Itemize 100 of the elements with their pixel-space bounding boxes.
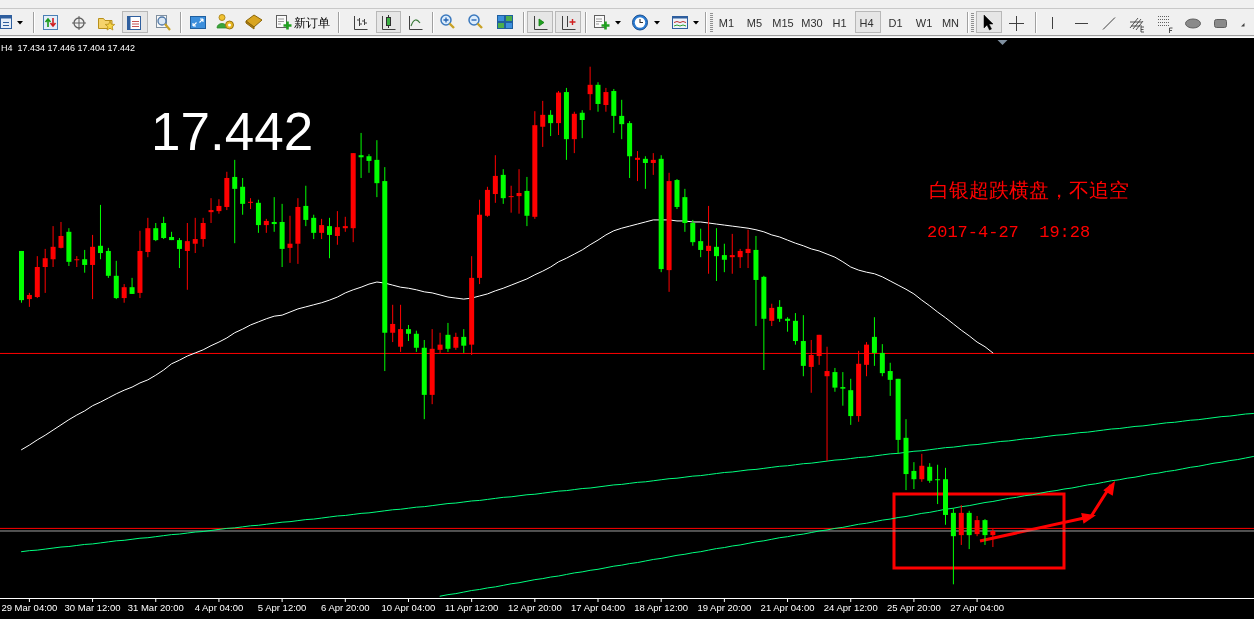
text: 新订单 [294, 16, 330, 30]
candlestick [129, 277, 135, 295]
candlestick [153, 222, 159, 242]
candlestick [927, 462, 933, 484]
text: M15 [772, 17, 794, 29]
candlestick [792, 312, 798, 346]
candlestick [255, 199, 261, 234]
x-tick-label: 17 Apr 04:00 [571, 601, 625, 613]
candlestick [516, 168, 522, 215]
candlestick [706, 205, 712, 275]
candlestick [50, 225, 56, 268]
candlestick [240, 177, 246, 216]
candlestick [200, 217, 206, 248]
candlestick [113, 260, 119, 300]
x-tick-label: 29 Mar 04:00 [1, 601, 58, 613]
candlestick [358, 132, 364, 179]
candlestick [887, 362, 893, 397]
x-tick-label: 10 Apr 04:00 [381, 601, 436, 613]
x-tick-label: 24 Apr 12:00 [823, 601, 878, 613]
candlestick [192, 217, 198, 254]
candlestick [208, 197, 214, 224]
candlestick [366, 153, 372, 174]
candlestick [176, 237, 182, 269]
candlestick [508, 185, 514, 214]
candlestick [721, 243, 727, 273]
x-tick-label: 18 Apr 12:00 [634, 601, 689, 613]
candlestick [90, 234, 96, 300]
candlestick [319, 218, 325, 240]
candlestick [500, 168, 506, 205]
text: M30 [801, 17, 823, 29]
x-tick-label: 11 Apr 12:00 [445, 601, 499, 613]
candlestick [374, 139, 380, 198]
candlestick [642, 155, 648, 190]
candlestick [461, 328, 467, 354]
candlestick [737, 248, 743, 269]
text: M1 [718, 17, 735, 29]
text: H4 [859, 17, 874, 29]
candlestick [303, 185, 309, 227]
candlestick [311, 214, 317, 240]
candlestick [548, 109, 554, 137]
candlestick [216, 198, 222, 215]
candlestick [42, 248, 48, 294]
x-tick-label: 30 Mar 12:00 [64, 601, 121, 613]
candlestick [97, 204, 103, 260]
x-tick-label: 12 Apr 20:00 [507, 601, 562, 613]
candlestick [745, 229, 751, 269]
x-tick-label: 5 Apr 12:00 [257, 601, 307, 613]
annotation: 2017-4-27 19:28 [927, 223, 1091, 242]
candlestick [540, 100, 546, 148]
candlestick [579, 109, 585, 139]
chart-title: H4 17.434 17.446 17.404 17.442 [1, 43, 136, 53]
x-tick-label: 19 Apr 20:00 [697, 601, 752, 613]
candlestick [161, 216, 167, 240]
candlestick [619, 99, 625, 140]
candlestick [145, 217, 151, 258]
candlestick [635, 150, 640, 182]
candlestick [729, 233, 735, 275]
candlestick [840, 371, 846, 407]
x-tick-label: 25 Apr 20:00 [886, 601, 941, 613]
candlestick [832, 367, 838, 393]
candlestick [871, 316, 877, 367]
candlestick [777, 299, 783, 323]
candlestick [919, 453, 925, 483]
candlestick [769, 303, 775, 327]
candlestick [334, 210, 340, 246]
candlestick [121, 283, 127, 304]
candlestick [950, 507, 956, 585]
candlestick [982, 518, 988, 546]
candlestick [650, 152, 656, 176]
candlestick [911, 461, 917, 490]
candlestick [595, 81, 601, 113]
candlestick [58, 221, 64, 249]
candlestick [785, 316, 791, 333]
x-tick-label: 27 Apr 04:00 [950, 601, 1005, 613]
candlestick [184, 222, 190, 291]
annotation: 17.442 [151, 102, 314, 161]
text: D1 [888, 17, 903, 29]
candlestick [713, 227, 719, 282]
candlestick [587, 66, 593, 111]
text: MN [941, 17, 960, 29]
candlestick [698, 228, 704, 258]
candlestick [287, 215, 293, 264]
candlestick [690, 219, 696, 247]
candlestick [603, 87, 609, 113]
candlestick [271, 196, 277, 233]
x-tick-label: 31 Mar 20:00 [127, 601, 184, 613]
candlestick [492, 154, 498, 204]
text: W1 [915, 17, 933, 29]
candlestick [879, 343, 885, 377]
x-tick-label: 4 Apr 04:00 [194, 601, 244, 613]
candlestick [82, 249, 88, 274]
candlestick [966, 510, 972, 550]
candlestick [248, 197, 254, 210]
annotation: 白银超跌横盘，不追空 [929, 179, 1129, 202]
x-tick-label: 6 Apr 20:00 [320, 601, 370, 613]
candlestick [935, 464, 941, 505]
text: H1 [832, 17, 847, 29]
candlestick [327, 217, 332, 259]
candlestick [445, 322, 451, 353]
candlestick [74, 255, 80, 268]
